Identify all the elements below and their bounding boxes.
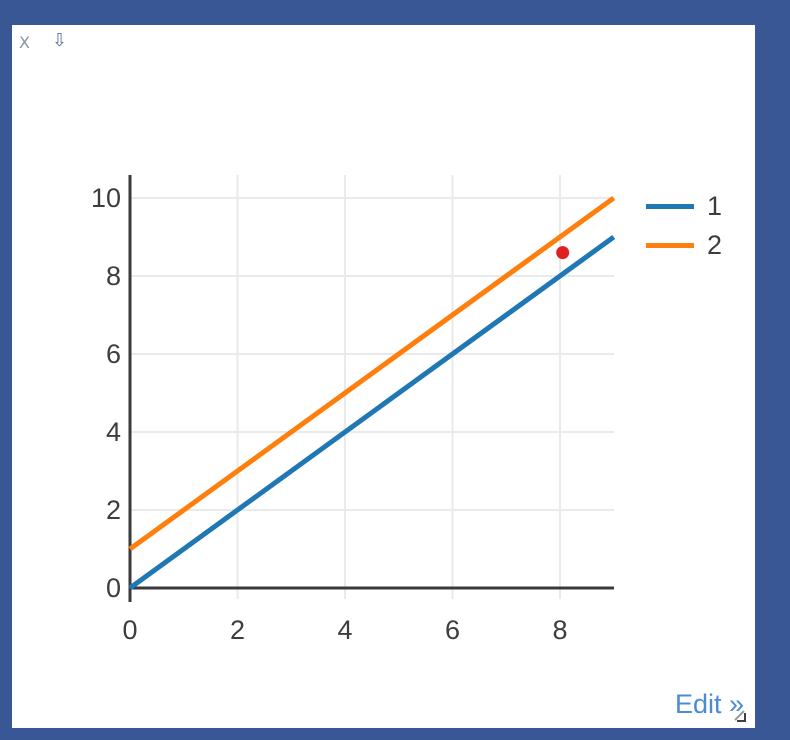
legend-swatch-series-2 [646, 243, 694, 248]
legend: 1 2 [646, 192, 722, 260]
y-tick-label: 8 [105, 261, 121, 291]
x-tick-label: 4 [337, 615, 353, 645]
y-tick-label: 2 [105, 495, 121, 525]
close-icon[interactable]: X [19, 33, 30, 52]
plot-canvas [128, 175, 616, 602]
y-tick-label: 0 [105, 573, 121, 603]
x-tick-label: 8 [552, 615, 568, 645]
series-line-2 [128, 195, 616, 552]
plot-window: X ⇩ 0 2 4 6 8 0 2 4 6 8 10 1 2 Edit » [12, 25, 755, 728]
x-tick-label: 6 [444, 615, 461, 645]
legend-label-series-2: 2 [707, 230, 723, 260]
y-tick-label: 6 [105, 339, 121, 369]
legend-item-series-2: 2 [646, 231, 722, 260]
y-tick-label: 4 [105, 417, 121, 447]
legend-label-series-1: 1 [707, 191, 723, 221]
series-line-1 [128, 234, 616, 591]
resize-grip-icon[interactable] [732, 708, 748, 724]
legend-swatch-series-1 [646, 204, 694, 209]
legend-item-series-1: 1 [646, 192, 722, 221]
edit-link[interactable]: Edit » [674, 689, 744, 719]
x-tick-label: 2 [229, 615, 246, 645]
x-tick-label: 0 [122, 615, 138, 645]
line-chart: 0 2 4 6 8 0 2 4 6 8 10 1 2 [12, 25, 755, 728]
download-arrow-icon[interactable]: ⇩ [52, 30, 68, 51]
y-tick-label: 10 [90, 183, 121, 213]
scatter-point [556, 246, 570, 260]
